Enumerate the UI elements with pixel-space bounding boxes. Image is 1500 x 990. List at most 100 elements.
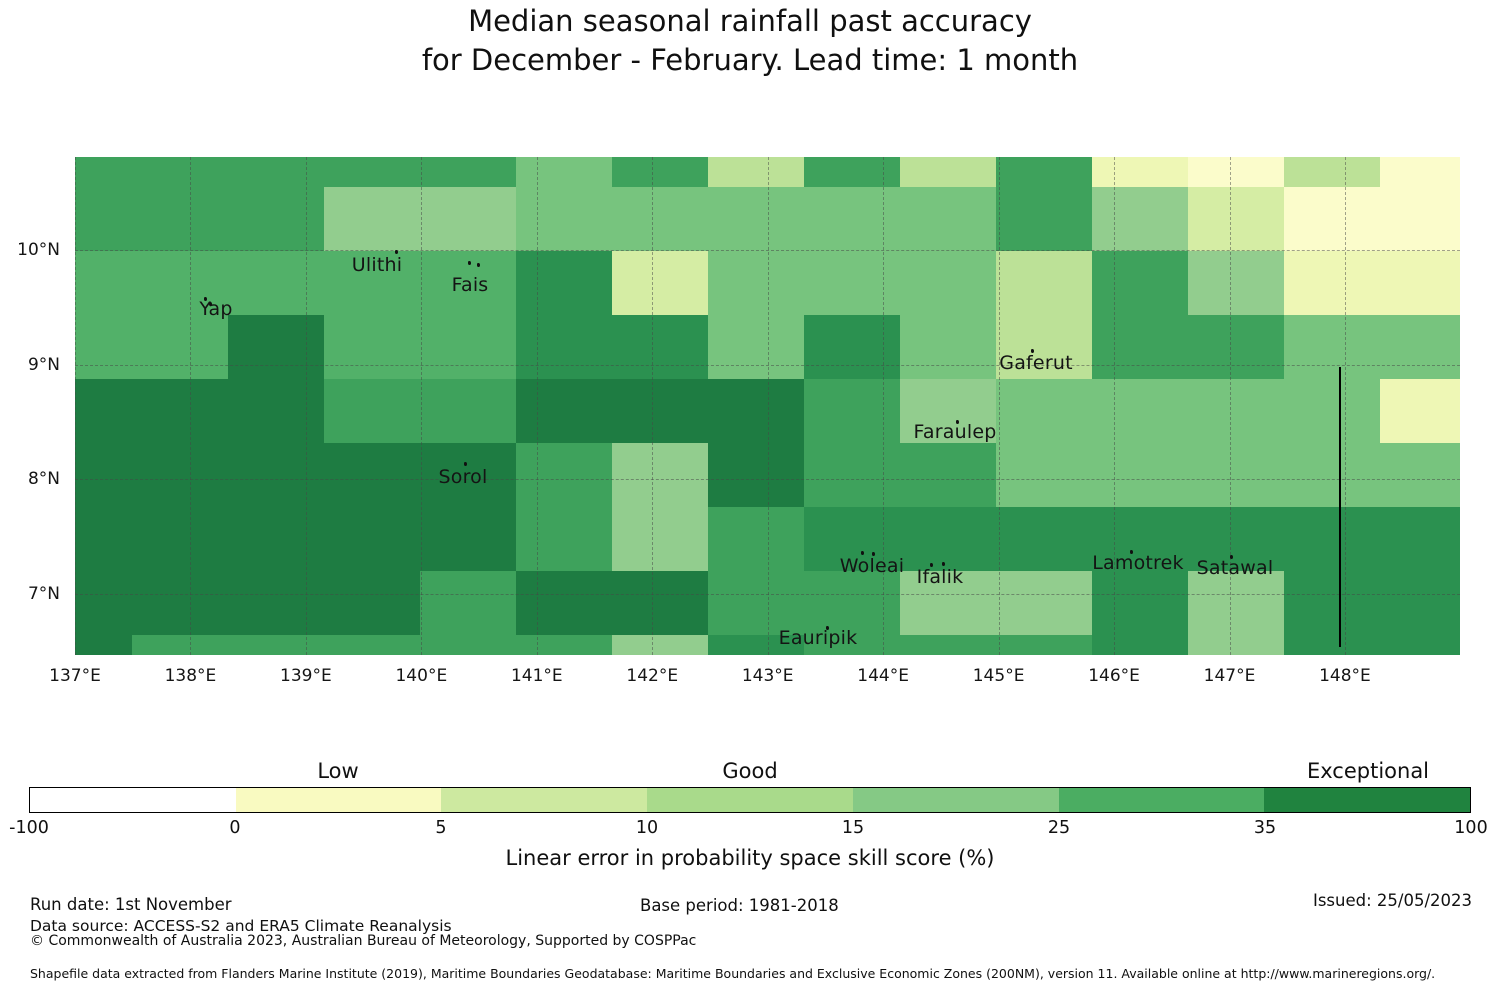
heatmap-cell [900,379,996,443]
x-tick-label: 146°E [1088,666,1140,686]
heatmap-cell [612,315,708,379]
meridian-gridline [536,157,538,655]
heatmap-cell [1188,635,1284,655]
island-marker-dot [204,297,207,301]
island-marker-dot [861,551,864,555]
island-label-woleai: Woleai [839,555,905,577]
island-marker-dot [872,552,875,556]
island-label-eauripik: Eauripik [778,627,858,649]
parallel-gridline [75,479,1460,481]
heatmap-cell [996,443,1092,507]
heatmap-cell [132,443,228,507]
heatmap-cell [1284,443,1380,507]
colorbar-segment [647,788,853,812]
heatmap-cell [996,251,1092,315]
heatmap-cell [900,571,996,635]
meridian-gridline [767,157,769,655]
heatmap-cell [228,443,324,507]
colorbar-segment [30,788,236,812]
footer-shapefile-credit: Shapefile data extracted from Flanders M… [30,966,1436,981]
x-tick-label: 141°E [510,666,563,686]
colorbar-tick-label: 25 [1047,818,1071,838]
heatmap-cell [708,379,804,443]
meridian-gridline [652,157,654,655]
colorbar-segment [1264,788,1470,812]
parallel-gridline [75,593,1460,595]
heatmap-cell [1284,187,1380,251]
heatmap-cell [1188,507,1284,571]
heatmap-cell [1092,379,1188,443]
footer-data-source: Data source: ACCESS-S2 and ERA5 Climate … [30,917,452,935]
heatmap-cell [228,379,324,443]
heatmap-cell [420,507,516,571]
heatmap-cell [420,443,516,507]
island-marker-dot [1031,349,1034,353]
colorbar-tick-label: -100 [9,818,49,838]
heatmap-cell [1380,635,1460,655]
heatmap-cell [612,187,708,251]
heatmap-cell [75,507,132,571]
island-label-sorol: Sorol [438,466,488,488]
heatmap-cell [516,315,612,379]
heatmap-cell [132,315,228,379]
heatmap-cell [132,251,228,315]
heatmap-cell [996,571,1092,635]
island-label-faraulep: Faraulep [913,421,997,443]
heatmap-cell [996,157,1092,187]
heatmap-cell [420,635,516,655]
heatmap-cell [1092,443,1188,507]
heatmap-cell [132,635,228,655]
heatmap-cell [1188,315,1284,379]
heatmap-cell [516,251,612,315]
heatmap-cell [900,443,996,507]
x-tick-label: 147°E [1203,666,1256,686]
heatmap-cell [1380,187,1460,251]
heatmap-cell [1188,157,1284,187]
heatmap-cell [228,571,324,635]
heatmap-cell [75,187,132,251]
heatmap-cell [420,571,516,635]
heatmap-cell [996,507,1092,571]
heatmap-cell [804,443,900,507]
heatmap-cell [804,187,900,251]
heatmap-cell [612,379,708,443]
meridian-gridline [1344,157,1346,655]
heatmap-cell [132,571,228,635]
island-marker-dot [826,626,829,630]
island-marker-dot [1230,555,1233,559]
island-marker-dot [209,302,212,306]
heatmap-cell [1188,379,1284,443]
heatmap-cell [75,443,132,507]
heatmap-cell [324,507,420,571]
heatmap-cell [1284,251,1380,315]
heatmap-cell [1092,571,1188,635]
heatmap-cell [132,187,228,251]
colorbar-tick-label: 10 [635,818,659,838]
heatmap-cell [228,507,324,571]
heatmap-cell [612,571,708,635]
x-tick-label: 145°E [972,666,1025,686]
heatmap-cell [516,187,612,251]
island-label-fais: Fais [451,274,489,296]
heatmap-cell [324,443,420,507]
heatmap-cell [75,571,132,635]
meridian-gridline [421,157,423,655]
heatmap-cell [708,443,804,507]
heatmap-cell [804,315,900,379]
heatmap-cell [516,635,612,655]
heatmap-cell [1092,251,1188,315]
chart-title-line2: for December - February. Lead time: 1 mo… [421,43,1079,77]
footer-base-period: Base period: 1981-2018 [640,896,839,915]
island-label-gaferut: Gaferut [999,352,1073,374]
heatmap-cell [228,315,324,379]
heatmap-cell [228,251,324,315]
heatmap-cell [708,635,804,655]
heatmap-cell [324,571,420,635]
island-label-yap: Yap [199,298,233,320]
heatmap-cell [132,507,228,571]
heatmap-cell [900,507,996,571]
heatmap-cell [324,157,420,187]
heatmap-cell [1380,571,1460,635]
x-tick-label: 139°E [280,666,332,686]
heatmap-cell [900,635,996,655]
